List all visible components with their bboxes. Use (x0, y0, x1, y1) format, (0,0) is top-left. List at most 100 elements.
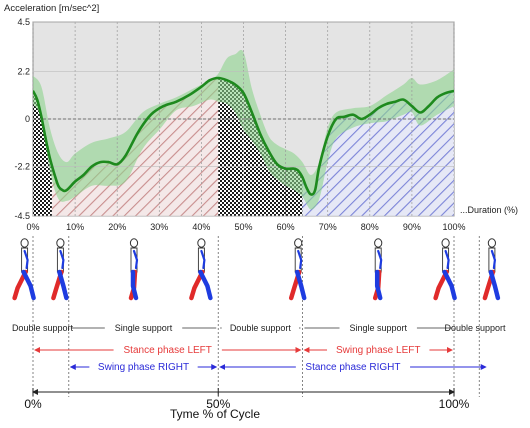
mean-point-43 (360, 118, 363, 120)
figure-right-leg (21, 269, 36, 301)
mean-point-21 (200, 85, 203, 88)
cycle-tick-label-1: 50% (206, 397, 230, 411)
mean-point-26 (242, 92, 245, 95)
mean-point-1 (36, 98, 39, 101)
mean-point-20 (187, 94, 190, 97)
mean-point-45 (377, 107, 380, 110)
walking-person-icon (482, 238, 501, 301)
walking-person-icon (51, 238, 69, 301)
mean-point-5 (53, 171, 55, 174)
mean-point-48 (402, 98, 405, 101)
mean-point-28 (259, 133, 262, 135)
walking-person-icon (189, 238, 213, 301)
y-tick-label-1: 2.2 (17, 67, 30, 77)
cycle-tick-label-2: 100% (439, 397, 470, 411)
y-tick-label-0: 4.5 (17, 17, 30, 27)
figure-head (294, 238, 303, 248)
y-tick-label-2: 0 (25, 114, 30, 124)
mean-point-25 (234, 83, 236, 86)
support-label-3: Single support (349, 323, 407, 333)
cycle-axis: 0% 50% 100% (24, 388, 470, 411)
mean-point-7 (61, 189, 64, 192)
y-axis-label: Acceleration [m/sec^2] (4, 3, 99, 14)
mean-point-18 (162, 105, 165, 107)
phase-label-2: Swing phase RIGHT (98, 362, 189, 373)
x-tick-label-2: 20% (108, 222, 126, 232)
event-markers (32, 236, 480, 397)
mean-point-8 (65, 189, 68, 192)
mean-point-9 (74, 180, 76, 183)
figure-right-leg (374, 269, 383, 301)
support-label-4: Double support (445, 323, 507, 333)
gridlines (32, 21, 455, 217)
x-tick-label-3: 30% (150, 222, 168, 232)
mean-point-54 (453, 90, 454, 92)
y-tick-label-3: -2.2 (14, 161, 30, 171)
mean-point-39 (326, 135, 329, 138)
phase-label-1: Swing phase LEFT (336, 345, 421, 356)
figure-head (487, 238, 496, 248)
duration-note: ...Duration (%) (460, 205, 518, 215)
mean-point-22 (208, 79, 211, 82)
phase-label-0: Stance phase LEFT (124, 345, 212, 356)
walking-person-icon (128, 238, 139, 301)
figure-right-leg (294, 269, 307, 301)
figure-head (129, 238, 139, 248)
mean-point-35 (305, 187, 308, 189)
mean-curve-group (33, 76, 454, 196)
mean-point-50 (419, 111, 422, 114)
mean-point-32 (293, 167, 295, 170)
mean-point-33 (297, 169, 300, 172)
mean-point-36 (309, 193, 312, 196)
cycle-axis-title: Tyme % of Cycle (170, 407, 260, 421)
mean-point-34 (301, 176, 304, 179)
mean-point-30 (276, 163, 279, 166)
mean-point-2 (40, 115, 43, 118)
x-tick-label-8: 80% (361, 222, 379, 232)
figure-head (374, 238, 383, 248)
mean-point-37 (314, 189, 316, 192)
mean-point-49 (411, 105, 413, 107)
figure-left-leg (433, 269, 449, 301)
mean-point-29 (267, 150, 270, 153)
x-tick-label-9: 90% (403, 222, 421, 232)
mean-point-16 (137, 131, 140, 133)
figure-right-leg (130, 269, 139, 301)
mean-point-19 (175, 100, 178, 103)
mean-point-0 (33, 90, 34, 92)
x-tick-label-6: 60% (277, 222, 295, 232)
figure-head (20, 238, 29, 248)
x-tick-label-1: 10% (66, 222, 84, 232)
figure-head (441, 238, 450, 248)
phase-label-3: Stance phase RIGHT (305, 362, 400, 373)
y-tick-labels: 4.5 2.2 0 -2.2 -4.5 (14, 17, 30, 221)
mean-point-40 (335, 118, 338, 120)
support-label-0: Double support (12, 323, 74, 333)
x-tick-label-10: 100% (442, 222, 465, 232)
mean-point-24 (225, 79, 228, 82)
figure-right-leg (57, 269, 69, 301)
mean-point-12 (99, 161, 102, 164)
support-labels: Double support Single support Double suppo… (12, 323, 506, 333)
figure-arm (490, 249, 497, 270)
x-tick-labels: 0% 10% 20% 30% 40% 50% 60% 70% 80% 90% 100% (26, 222, 465, 232)
mean-point-4 (48, 156, 51, 159)
mean-point-17 (149, 113, 152, 116)
support-label-2: Double support (230, 323, 292, 333)
mean-point-51 (427, 105, 430, 107)
walking-person-icon (433, 238, 457, 301)
walking-person-icon (372, 238, 383, 301)
x-tick-label-0: 0% (26, 222, 39, 232)
figure-arm (59, 249, 65, 270)
walking-person-icon (288, 238, 307, 301)
mean-point-6 (57, 184, 60, 187)
figure-arm (377, 249, 383, 270)
mean-point-27 (251, 111, 253, 114)
figure-head (56, 238, 65, 248)
figure-right-leg (442, 269, 457, 301)
mean-point-38 (318, 165, 321, 168)
x-tick-label-4: 40% (192, 222, 210, 232)
mean-point-31 (284, 167, 287, 170)
figure-right-leg (488, 269, 501, 301)
